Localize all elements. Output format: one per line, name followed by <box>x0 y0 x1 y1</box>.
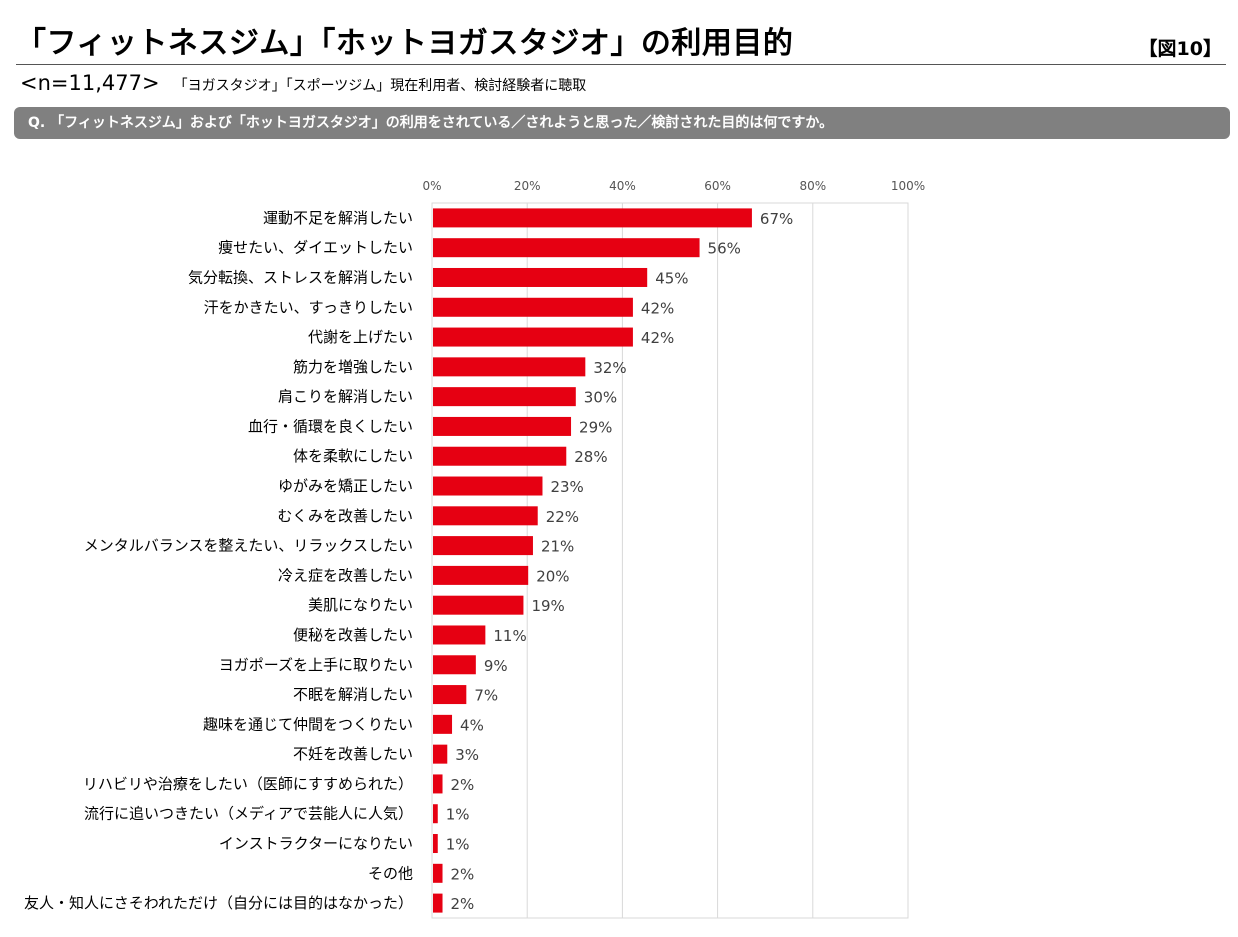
category-label: 流行に追いつきたい（メディアで芸能人に人気） <box>84 805 413 823</box>
data-label: 11% <box>493 627 526 645</box>
bar <box>433 834 438 854</box>
category-label: 気分転換、ストレスを解消したい <box>188 268 413 286</box>
bar <box>433 357 586 377</box>
bar <box>433 416 572 436</box>
data-label: 20% <box>536 567 569 585</box>
sample-info: <n=11,477> 「ヨガスタジオ」「スポーツジム」現在利用者、検討経験者に聴… <box>20 71 586 95</box>
category-label: メンタルバランスを整えたい、リラックスしたい <box>84 537 413 555</box>
data-label: 2% <box>451 776 475 794</box>
bar <box>433 238 700 258</box>
data-label: 9% <box>484 657 508 675</box>
category-label: ゆがみを矯正したい <box>278 477 413 495</box>
data-label: 42% <box>641 329 674 347</box>
x-tick-label: 60% <box>704 179 731 193</box>
category-label: 趣味を通じて仲間をつくりたい <box>203 715 413 733</box>
data-label: 29% <box>579 418 612 436</box>
category-label: 不眠を解消したい <box>293 686 413 704</box>
category-label: 体を柔軟にしたい <box>293 447 413 465</box>
bar <box>433 446 567 466</box>
category-label: その他 <box>368 864 413 882</box>
data-label: 4% <box>460 716 484 734</box>
data-label: 3% <box>455 746 479 764</box>
bar <box>433 595 524 615</box>
category-label: インストラクターになりたい <box>219 835 413 853</box>
data-label: 23% <box>550 478 583 496</box>
x-tick-label: 20% <box>514 179 541 193</box>
bar <box>433 565 529 585</box>
bar <box>433 476 543 496</box>
title-divider <box>16 64 1226 65</box>
data-label: 67% <box>760 210 793 228</box>
data-label: 2% <box>451 895 475 913</box>
data-label: 1% <box>446 806 470 824</box>
data-label: 45% <box>655 269 688 287</box>
sample-note: 「ヨガスタジオ」「スポーツジム」現在利用者、検討経験者に聴取 <box>173 78 587 94</box>
data-label: 2% <box>451 865 475 883</box>
bar <box>433 685 467 705</box>
category-label: 痩せたい、ダイエットしたい <box>218 239 413 257</box>
bar <box>433 387 576 407</box>
category-label: 友人・知人にさそわれただけ（自分には目的はなかった） <box>24 894 413 912</box>
data-label: 30% <box>584 389 617 407</box>
plot-area <box>431 202 909 919</box>
data-label: 1% <box>446 836 470 854</box>
category-label: 代謝を上げたい <box>308 328 413 346</box>
category-label: 不妊を改善したい <box>293 745 413 763</box>
category-label: 冷え症を改善したい <box>278 566 413 584</box>
x-tick-label: 80% <box>799 179 826 193</box>
category-label: 汗をかきたい、すっきりしたい <box>204 298 413 316</box>
data-label: 21% <box>541 538 574 556</box>
page-title: 「フィットネスジム」「ホットヨガスタジオ」の利用目的 <box>16 26 794 61</box>
bar <box>433 536 533 556</box>
bar <box>433 208 752 228</box>
bar <box>433 267 648 287</box>
data-label: 7% <box>474 687 498 705</box>
category-label: 肩こりを解消したい <box>278 388 413 406</box>
category-label: 便秘を改善したい <box>293 626 413 644</box>
bar <box>433 655 476 675</box>
data-label: 42% <box>641 299 674 317</box>
bar <box>433 744 448 764</box>
category-label: 筋力を増強したい <box>293 358 413 376</box>
category-label: ヨガポーズを上手に取りたい <box>219 656 413 674</box>
category-label: 血行・循環を良くしたい <box>248 417 413 435</box>
bar <box>433 804 438 824</box>
sample-size: <n=11,477> <box>20 71 160 95</box>
data-label: 32% <box>593 359 626 377</box>
x-tick-label: 0% <box>422 179 441 193</box>
bar <box>433 893 443 913</box>
bar <box>433 774 443 794</box>
data-label: 19% <box>531 597 564 615</box>
bar <box>433 863 443 883</box>
question-banner: Q. 「フィットネスジム」および「ホットヨガスタジオ」の利用をされている／されよ… <box>14 107 1230 139</box>
category-label: 美肌になりたい <box>308 596 413 614</box>
bar <box>433 714 453 734</box>
figure-label: 【図10】 <box>1138 38 1222 60</box>
bar <box>433 625 486 645</box>
category-label: むくみを改善したい <box>277 507 413 525</box>
data-label: 56% <box>708 240 741 258</box>
data-label: 28% <box>574 448 607 466</box>
bar <box>433 297 633 317</box>
bar <box>433 327 633 347</box>
x-tick-label: 100% <box>891 179 925 193</box>
x-tick-label: 40% <box>609 179 636 193</box>
bar <box>433 506 538 526</box>
category-label: リハビリや治療をしたい（医師にすすめられた） <box>83 775 413 793</box>
data-label: 22% <box>546 508 579 526</box>
category-label: 運動不足を解消したい <box>263 209 413 227</box>
